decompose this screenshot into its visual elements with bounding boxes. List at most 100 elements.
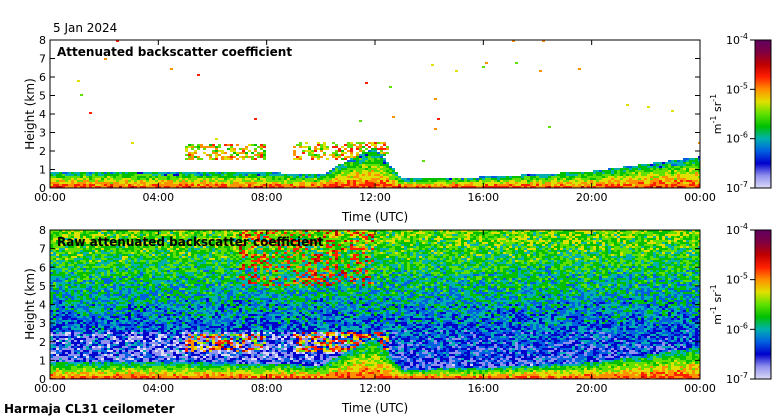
- heatmap-cell: [251, 176, 254, 178]
- heatmap-cell: [80, 298, 83, 300]
- heatmap-cell: [143, 178, 146, 180]
- heatmap-cell: [104, 250, 107, 252]
- heatmap-cell: [98, 328, 101, 330]
- heatmap-cell: [56, 186, 59, 188]
- heatmap-cell: [143, 306, 146, 308]
- heatmap-cell: [242, 156, 245, 158]
- heatmap-cell: [62, 232, 65, 234]
- heatmap-cell: [53, 184, 56, 186]
- heatmap-cell: [671, 164, 674, 166]
- heatmap-cell: [689, 174, 692, 176]
- heatmap-cell: [89, 294, 92, 296]
- heatmap-cell: [698, 158, 700, 160]
- heatmap-cell: [53, 284, 56, 286]
- heatmap-cell: [563, 184, 566, 186]
- heatmap-cell: [593, 178, 596, 180]
- heatmap-cell: [56, 262, 59, 264]
- heatmap-cell: [116, 348, 119, 350]
- heatmap-cell: [158, 306, 161, 308]
- heatmap-cell: [89, 326, 92, 328]
- heatmap-cell: [317, 180, 320, 182]
- heatmap-cell: [677, 166, 680, 168]
- heatmap-cell: [368, 182, 371, 184]
- heatmap-cell: [203, 174, 206, 176]
- heatmap-cell: [77, 174, 80, 176]
- heatmap-cell: [134, 232, 137, 234]
- heatmap-cell: [104, 288, 107, 290]
- heatmap-cell: [368, 158, 371, 160]
- heatmap-cell: [113, 180, 116, 182]
- heatmap-cell: [59, 350, 62, 352]
- heatmap-cell: [122, 344, 125, 346]
- heatmap-cell: [149, 176, 152, 178]
- heatmap-cell: [164, 186, 167, 188]
- heatmap-cell: [668, 162, 671, 164]
- heatmap-cell: [68, 238, 71, 240]
- heatmap-cell: [131, 270, 134, 272]
- heatmap-cell: [203, 152, 206, 154]
- heatmap-cell: [101, 186, 104, 188]
- heatmap-cell: [65, 180, 68, 182]
- heatmap-cell: [335, 146, 338, 148]
- heatmap-cell: [83, 322, 86, 324]
- heatmap-cell: [113, 296, 116, 298]
- heatmap-cell: [128, 358, 131, 360]
- heatmap-cell: [353, 186, 356, 188]
- heatmap-cell: [137, 360, 140, 362]
- heatmap-cell: [347, 164, 350, 166]
- heatmap-cell: [620, 176, 623, 178]
- heatmap-cell: [158, 180, 161, 182]
- heatmap-cell: [422, 182, 425, 184]
- heatmap-cell: [146, 342, 149, 344]
- heatmap-cell: [194, 146, 197, 148]
- heatmap-cell: [125, 282, 128, 284]
- heatmap-cell: [158, 280, 161, 282]
- heatmap-cell: [686, 184, 689, 186]
- heatmap-cell: [80, 186, 83, 188]
- heatmap-cell: [155, 266, 158, 268]
- heatmap-cell: [143, 286, 146, 288]
- heatmap-cell: [425, 186, 428, 188]
- heatmap-cell: [158, 250, 161, 252]
- heatmap-cell: [119, 352, 122, 354]
- heatmap-cell: [152, 268, 155, 270]
- heatmap-cell: [536, 178, 539, 180]
- heatmap-cell: [380, 182, 383, 184]
- heatmap-cell: [71, 354, 74, 356]
- heatmap-cell: [125, 256, 128, 258]
- heatmap-cell: [158, 176, 161, 178]
- heatmap-cell: [584, 174, 587, 176]
- heatmap-cell: [368, 146, 371, 148]
- heatmap-cell: [692, 184, 695, 186]
- heatmap-cell: [143, 340, 146, 342]
- heatmap-cell: [152, 174, 155, 176]
- heatmap-cell: [89, 264, 92, 266]
- heatmap-cell: [689, 184, 692, 186]
- heatmap-cell: [695, 178, 698, 180]
- heatmap-cell: [149, 232, 152, 234]
- heatmap-cell: [74, 370, 77, 372]
- heatmap-cell: [134, 292, 137, 294]
- heatmap-cell: [152, 350, 155, 352]
- heatmap-cell: [377, 170, 380, 172]
- heatmap-cell: [500, 182, 503, 184]
- heatmap-cell: [68, 266, 71, 268]
- heatmap-cell: [155, 278, 158, 280]
- heatmap-cell: [155, 174, 158, 176]
- heatmap-cell: [56, 346, 59, 348]
- heatmap-cell: [692, 176, 695, 178]
- heatmap-cell: [155, 376, 158, 378]
- heatmap-cell: [53, 286, 56, 288]
- heatmap-cell: [77, 368, 80, 370]
- heatmap-cell: [272, 178, 275, 180]
- heatmap-cell: [119, 266, 122, 268]
- heatmap-cell: [89, 354, 92, 356]
- heatmap-cell: [527, 174, 530, 176]
- heatmap-cell: [449, 178, 452, 180]
- heatmap-cell: [128, 264, 131, 266]
- heatmap-cell: [515, 176, 518, 178]
- heatmap-cell: [290, 178, 293, 180]
- heatmap-cell: [68, 326, 71, 328]
- heatmap-cell: [338, 174, 341, 176]
- heatmap-cell: [56, 252, 59, 254]
